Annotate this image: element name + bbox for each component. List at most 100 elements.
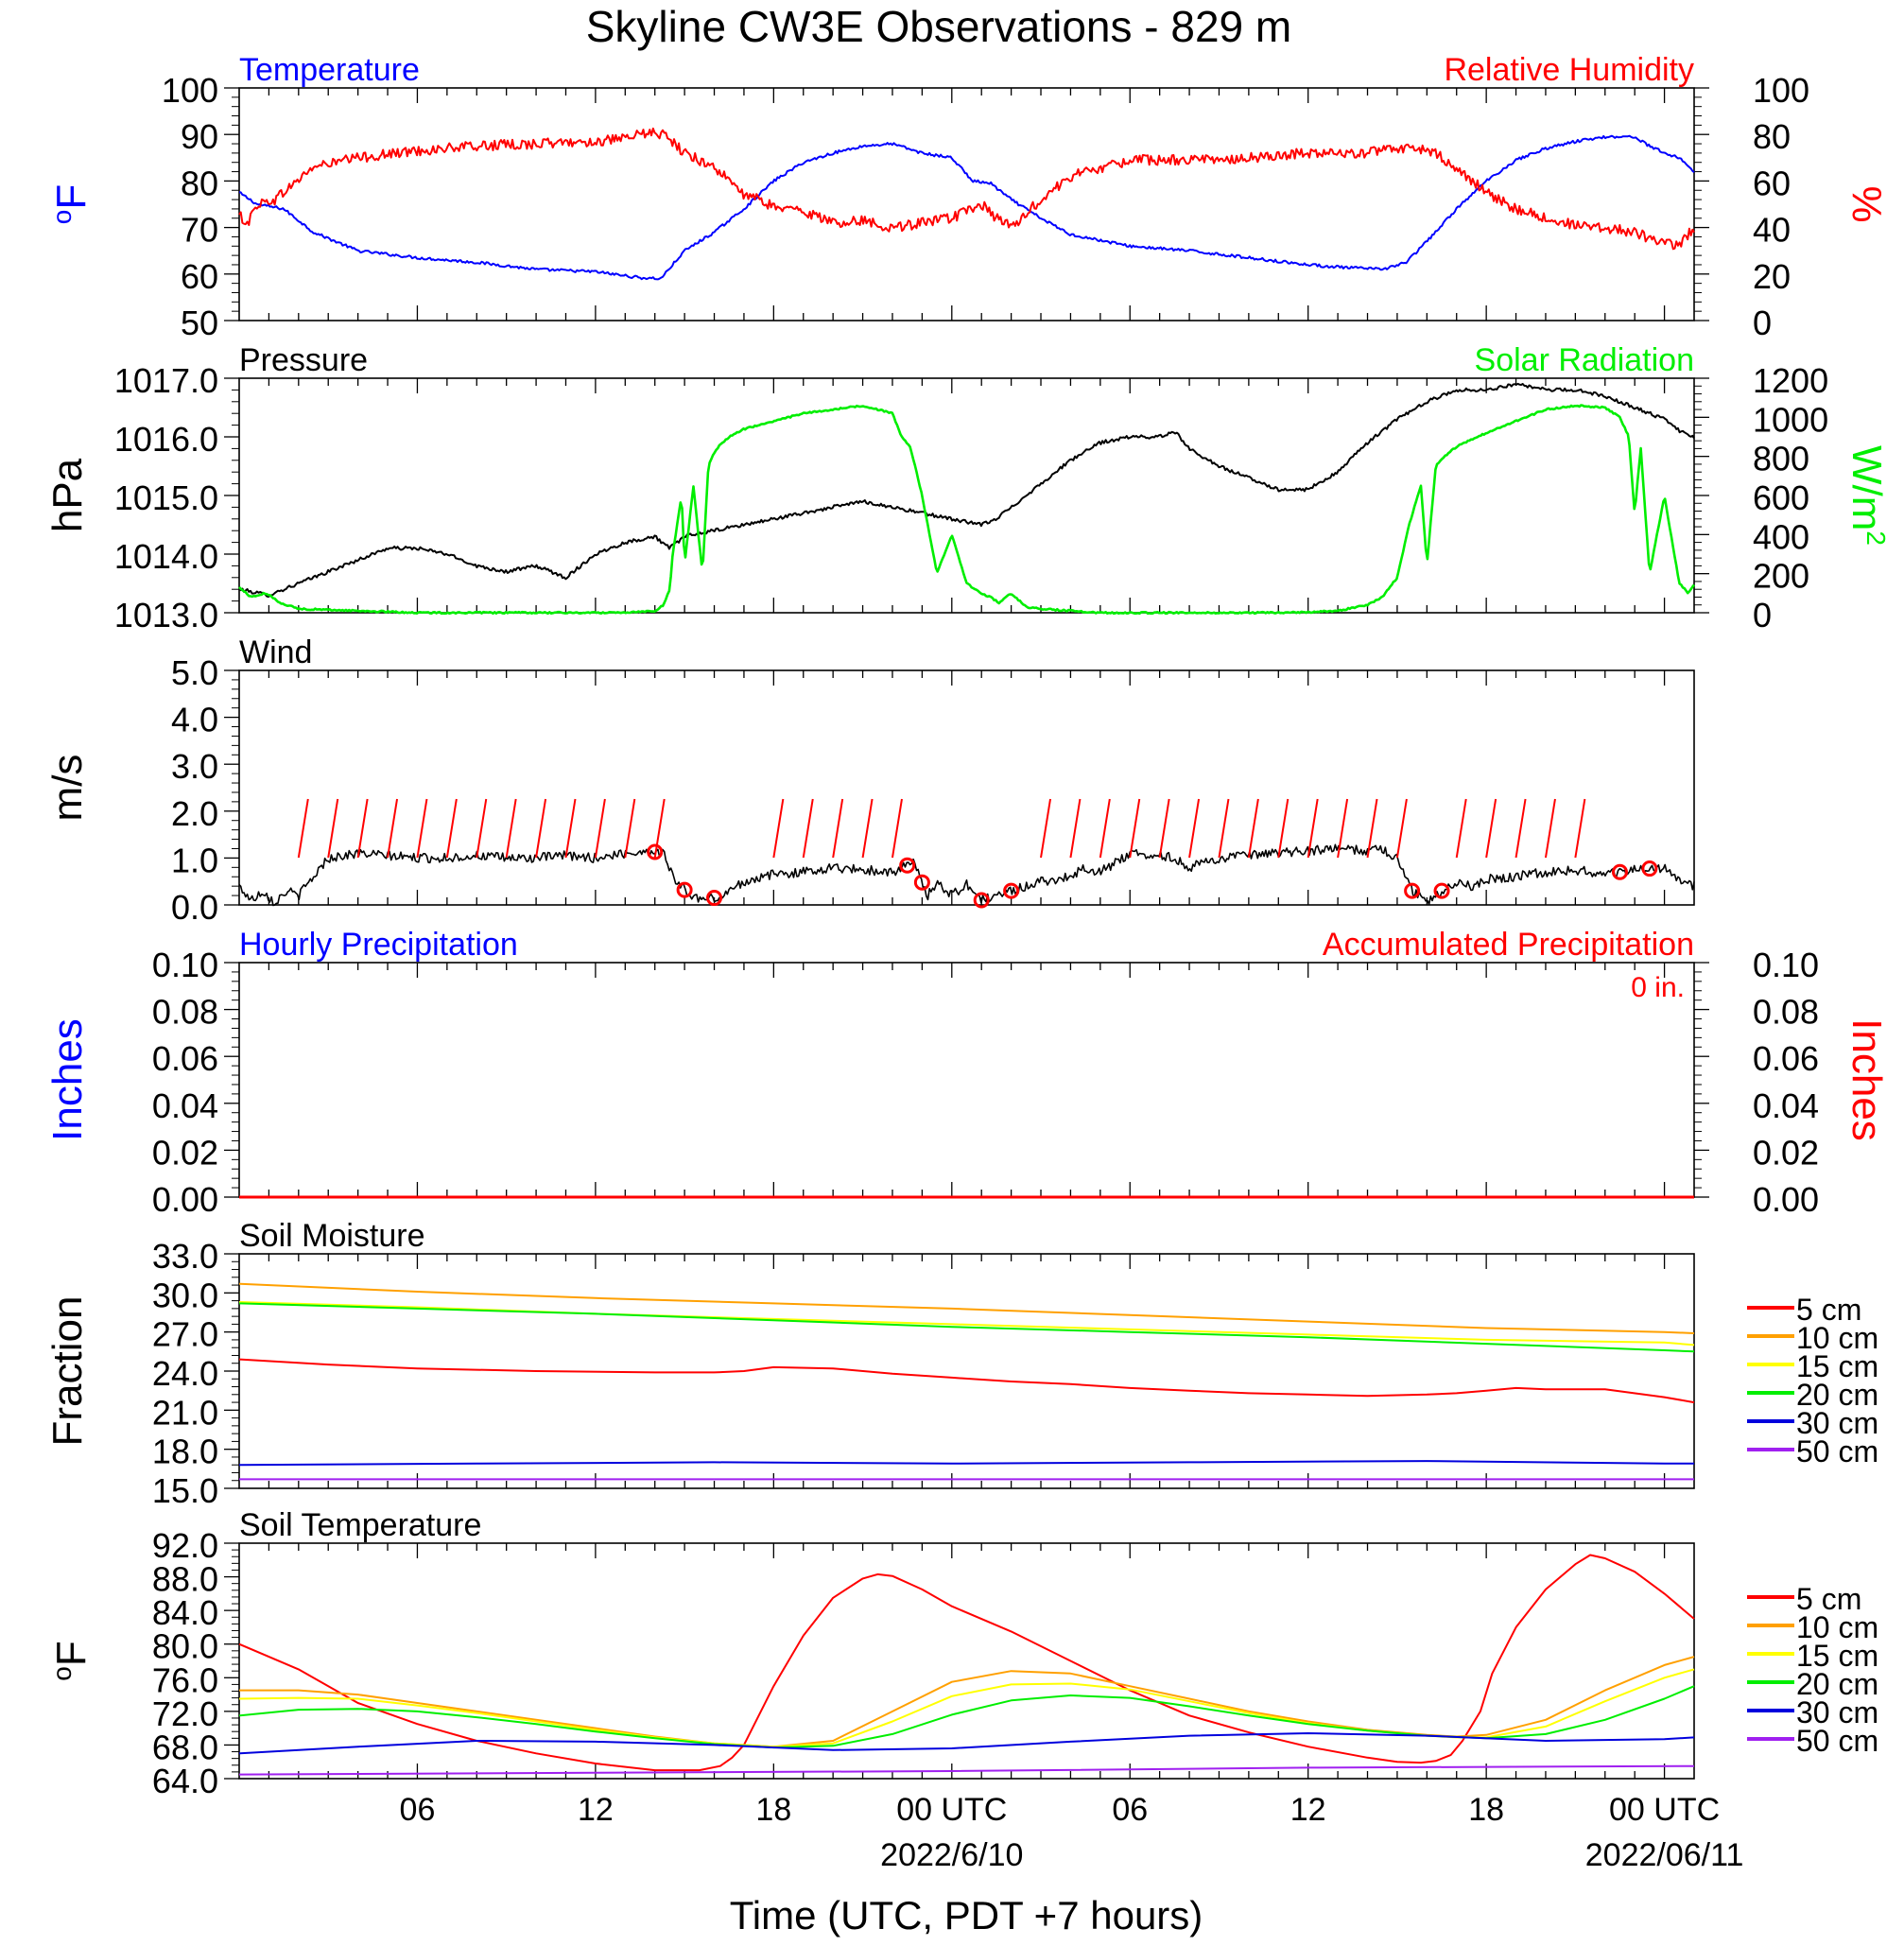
wind-left-title: Wind [239,634,312,670]
wind-calm-marker [899,857,916,874]
wind-calm-marker [913,874,930,891]
soil-moisture-legend-label: 50 cm [1796,1434,1878,1468]
temperature-humidity-series-relative-humidity [238,127,1695,251]
wind-barb [624,798,636,859]
soil-temperature-legend-label: 50 cm [1796,1724,1878,1758]
soil-temperature-y-tick-label: 84.0 [152,1593,218,1632]
wind-barb [1129,798,1141,859]
wind-y-tick-label: 5.0 [171,653,218,692]
soil-moisture-y-tick-label: 18.0 [152,1433,218,1471]
precipitation-y-tick-label: 0.04 [152,1086,218,1125]
wind-barb [653,798,666,859]
precipitation-annotation: 0 in. [1631,972,1685,1003]
soil-temperature-y-axis-label: oF [47,1641,95,1680]
pressure-solar-y-tick-label: 1015.0 [114,478,218,517]
precipitation-y-tick-label: 0.10 [152,946,218,984]
temperature-humidity-y2-tick-label: 60 [1753,164,1791,202]
temperature-humidity-series-temperature [238,134,1695,281]
wind-y-tick-label: 2.0 [171,794,218,833]
soil-temperature-y-tick-label: 68.0 [152,1728,218,1766]
pressure-solar-series-solar-radiation [238,404,1696,616]
soil-temperature-legend-label: 5 cm [1796,1582,1861,1616]
soil-moisture-plot-frame [238,1253,1695,1489]
temperature-humidity-y-axis-label: oF [47,184,95,224]
soil-moisture-y-tick-label: 30.0 [152,1276,218,1314]
x-tick-label: 00 UTC [896,1792,1007,1828]
soil-temperature-plot-frame [238,1542,1695,1780]
wind-barb [1188,798,1201,859]
soil-temperature-series-5-cm [238,1554,1695,1772]
x-tick-label: 00 UTC [1609,1792,1720,1828]
precipitation-y-tick-label: 0.02 [152,1133,218,1172]
soil-moisture-legend-label: 30 cm [1796,1406,1878,1440]
precipitation-y2-tick-label: 0.08 [1753,993,1819,1032]
wind-barb [1158,798,1170,859]
wind-barb [1040,798,1052,859]
page-title: Skyline CW3E Observations - 829 m [586,2,1292,51]
pressure-solar-y2-tick-label: 200 [1753,557,1809,596]
wind-plot-frame [238,669,1695,906]
temperature-humidity-y-tick-label: 100 [162,71,218,110]
precipitation-y-tick-label: 0.08 [152,993,218,1032]
wind-y-tick-label: 0.0 [171,888,218,927]
soil-moisture-y-axis-label: Fraction [44,1296,91,1447]
temperature-humidity-left-title: Temperature [239,52,420,88]
pressure-solar-y-tick-label: 1017.0 [114,361,218,400]
precipitation-y2-tick-label: 0.02 [1753,1133,1819,1172]
temperature-humidity-y2-axis-label: % [1843,185,1890,222]
soil-temperature-y-tick-label: 80.0 [152,1627,218,1666]
temperature-humidity-y-tick-label: 90 [181,117,218,156]
soil-temperature-y-tick-label: 64.0 [152,1762,218,1800]
pressure-solar-y2-tick-label: 1000 [1753,400,1828,439]
pressure-solar-y2-tick-label: 600 [1753,478,1809,517]
wind-barb [1277,798,1290,859]
wind-calm-marker [647,843,664,860]
wind-barb [476,798,488,859]
wind-barb [1307,798,1319,859]
pressure-solar-y2-axis-label: W/m2 [1843,445,1892,546]
soil-moisture-y-tick-label: 33.0 [152,1237,218,1276]
soil-temperature-legend-label: 10 cm [1796,1610,1878,1644]
soil-moisture-legend-label: 15 cm [1796,1349,1878,1383]
soil-temperature-series-30-cm [238,1732,1695,1755]
wind-calm-marker [1404,882,1421,899]
soil-moisture-series-20-cm [238,1302,1695,1353]
wind-barb [445,798,458,859]
pressure-solar-y-tick-label: 1014.0 [114,537,218,576]
wind-barb [1485,798,1497,859]
soil-moisture-y-tick-label: 21.0 [152,1393,218,1432]
soil-moisture-series-5-cm [238,1358,1695,1404]
wind-barb [594,798,606,859]
x-tick-label: 06 [400,1792,436,1828]
wind-barb [1455,798,1467,859]
precipitation-y2-tick-label: 0.00 [1753,1180,1819,1219]
wind-calm-marker [676,881,693,898]
x-tick-date-label: 2022/06/11 [1585,1837,1744,1873]
precipitation-y2-axis-label: Inches [1843,1018,1890,1141]
temperature-humidity-y2-tick-label: 40 [1753,211,1791,250]
soil-moisture-panel: 15.018.021.024.027.030.033.0 Soil Moistur… [44,1218,1878,1510]
pressure-solar-y-tick-label: 1016.0 [114,420,218,459]
wind-barb [1069,798,1082,859]
x-axis-title: Time (UTC, PDT +7 hours) [730,1893,1203,1937]
x-tick-label: 18 [1468,1792,1504,1828]
wind-calm-marker [1003,882,1020,899]
x-axis-labels: 06 12 18 00 UTC 2022/6/10 06 12 18 00 UTC 2022/06… [400,1792,1744,1873]
wind-calm-marker [1433,882,1450,899]
wind-barb [416,798,428,859]
temperature-humidity-plot-frame [238,87,1695,321]
wind-barb [772,798,785,859]
pressure-solar-left-title: Pressure [239,342,368,378]
wind-barb [1218,798,1230,859]
x-tick-label: 12 [578,1792,614,1828]
wind-barb [861,798,874,859]
wind-barb [1247,798,1259,859]
wind-series-wind [238,843,1695,907]
wind-barb [1395,798,1408,859]
wind-barb [535,798,547,859]
temperature-humidity-panel: 50 60 70 80 90 100 0 20 40 60 80 100 Temperature Rela… [47,52,1891,342]
wind-barb [832,798,844,859]
wind-y-tick-label: 4.0 [171,701,218,739]
wind-calm-marker [706,890,723,907]
